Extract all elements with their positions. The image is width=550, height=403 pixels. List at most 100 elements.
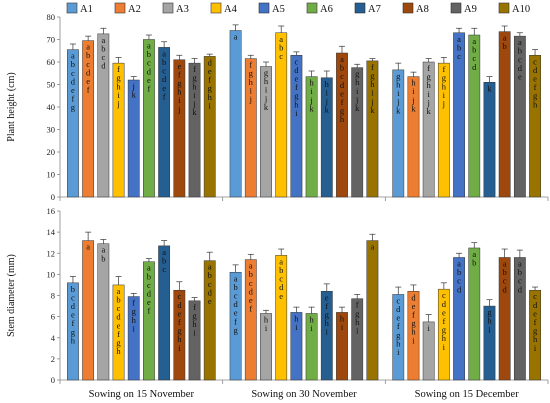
bar-significance-label: i [427,323,430,333]
legend-swatch-a4 [210,2,222,14]
y-tick-label: 80 [47,12,56,22]
legend-swatch-a3 [162,2,174,14]
bar-a2 [82,240,95,381]
y-tick-label: 70 [47,35,56,45]
legend: A1 A2 A3 A4 A5 A6 A7 A8 A9 A10 [66,2,530,15]
legend-label-a9: A9 [464,4,477,15]
legend-swatch-a1 [66,2,78,14]
category-label: Sowing on 15 December [415,389,520,400]
legend-label-a6: A6 [320,4,333,15]
category-label: Sowing on 15 November [89,389,195,400]
y-tick-label: 50 [47,80,56,90]
y-tick-label: 20 [47,147,56,157]
category-label: Sowing on 30 November [251,389,357,400]
y-axis-title: Stem diameter (mm) [6,254,17,337]
bar-a7 [483,82,496,198]
bar-a3 [97,243,110,381]
y-tick-label: 16 [47,206,56,216]
legend-label-a8: A8 [416,4,429,15]
bar-significance-label: k [487,83,492,93]
y-tick-label: 2 [51,354,55,364]
y-tick-label: 0 [51,192,55,202]
y-tick-label: 10 [47,269,56,279]
legend-label-a10: A10 [512,4,530,15]
y-tick-label: 4 [51,333,56,343]
y-tick-label: 60 [47,57,56,67]
legend-label-a2: A2 [128,4,141,15]
y-tick-label: 8 [51,291,55,301]
bar-a8 [498,31,511,198]
legend-label-a7: A7 [368,4,381,15]
legend-swatch-a10 [498,2,510,14]
y-tick-label: 12 [47,248,56,258]
legend-label-a1: A1 [80,4,93,15]
category-axis-labels: Sowing on 15 November Sowing on 30 Novemb… [89,389,520,400]
stem-diameter-chart: 0 2 4 6 8 10 12 14 16 Stem diameter (mm) b c d e f g h a b… [6,206,549,385]
legend-swatch-a2 [114,2,126,14]
y-axis-title: Plant height (cm) [6,72,17,141]
legend-swatch-a7 [354,2,366,14]
y-tick-label: 0 [51,375,55,385]
legend-label-a5: A5 [272,4,285,15]
legend-swatch-a8 [402,2,414,14]
bar-significance-label: a [371,242,375,252]
y-tick-label: 40 [47,102,56,112]
bar-a1 [229,30,242,198]
legend-swatch-a5 [258,2,270,14]
y-tick-label: 10 [47,170,56,180]
bar-significance-label: a [86,242,90,252]
legend-label-a4: A4 [224,4,238,15]
